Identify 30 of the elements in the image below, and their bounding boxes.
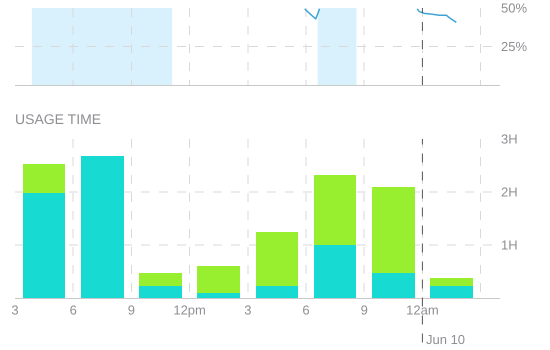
x-tick-label: 12pm bbox=[173, 302, 206, 318]
x-tick-label: 3 bbox=[244, 302, 252, 318]
y-tick-label: 2H bbox=[501, 184, 518, 200]
ref-line-label: Jun 10 bbox=[426, 332, 466, 347]
chart-title: USAGE TIME bbox=[15, 111, 102, 128]
x-tick-label: 12am bbox=[406, 302, 439, 318]
bar bbox=[372, 273, 415, 298]
y-tick-label: 50% bbox=[501, 0, 528, 16]
x-tick-label: 6 bbox=[70, 302, 77, 318]
bar bbox=[430, 278, 473, 286]
x-tick-label: 9 bbox=[128, 302, 136, 318]
y-tick-label: 1H bbox=[501, 238, 518, 253]
bar bbox=[23, 164, 65, 193]
bar bbox=[256, 232, 298, 286]
x-tick-label: 3 bbox=[11, 302, 19, 318]
bar bbox=[197, 293, 240, 298]
bar bbox=[314, 175, 356, 245]
bar bbox=[314, 245, 356, 298]
bar bbox=[430, 286, 473, 298]
x-tick-label: 9 bbox=[360, 302, 368, 318]
bar bbox=[197, 266, 240, 293]
y-tick-label: 25% bbox=[501, 39, 528, 54]
bar bbox=[139, 286, 182, 298]
bar bbox=[139, 273, 182, 286]
y-tick-label: 3H bbox=[501, 132, 518, 147]
bar bbox=[256, 286, 298, 298]
bar bbox=[372, 187, 415, 273]
bar bbox=[81, 156, 124, 298]
bar bbox=[23, 193, 65, 298]
x-tick-label: 6 bbox=[302, 302, 310, 318]
